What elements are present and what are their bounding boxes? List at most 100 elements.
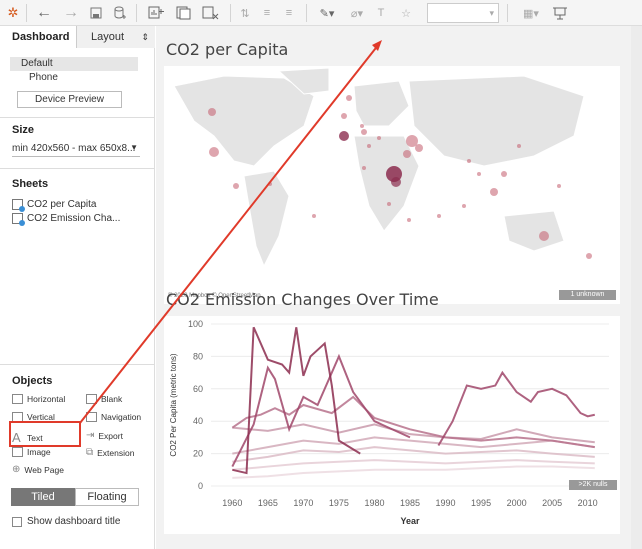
x-tick-label: 1980	[364, 498, 384, 508]
presentation-icon[interactable]	[549, 3, 571, 23]
object-label: Image	[27, 447, 51, 457]
label-icon[interactable]: T	[377, 7, 385, 19]
tableau-logo-icon[interactable]: ✲	[7, 5, 19, 20]
object-text[interactable]: A Text	[12, 430, 43, 445]
x-tick-label: 1990	[436, 498, 456, 508]
object-label: Web Page	[24, 464, 64, 475]
nulls-badge[interactable]: >2K nulls	[569, 480, 617, 490]
duplicate-icon[interactable]	[171, 3, 197, 23]
series-line	[437, 370, 596, 447]
navigation-icon	[86, 412, 97, 422]
add-datasource-icon[interactable]	[110, 3, 130, 23]
map-attribution: © 2020 Mapbox © OpenStreetMap	[168, 293, 261, 299]
dashboard-canvas: CO2 per Capita	[156, 26, 642, 549]
co2-line-chart[interactable]: 0 20 40 60 80 100 1960 1965 1970 1975 1980 1985 1990…	[164, 316, 620, 534]
sheet-item[interactable]: CO2 per Capita	[12, 199, 97, 212]
object-web-page[interactable]: ⊕ Web Page	[12, 464, 64, 475]
worksheet-icon	[12, 199, 25, 212]
north-america-shape	[173, 75, 315, 167]
worksheet-icon	[12, 213, 25, 226]
object-label: Horizontal	[27, 394, 66, 404]
sheet-label: CO2 per Capita	[27, 199, 97, 210]
dashboard-sidebar: Dashboard Layout ⇕ Default Phone Device …	[0, 26, 155, 549]
series-line	[232, 446, 595, 463]
x-tick-label: 2000	[507, 498, 527, 508]
show-me-icon[interactable]: ▦▾	[523, 7, 539, 20]
series-line	[231, 395, 595, 449]
tab-dashboard[interactable]: Dashboard	[0, 26, 76, 48]
toolbar-separator	[26, 4, 27, 22]
object-label: Vertical	[27, 412, 55, 422]
size-heading: Size	[12, 124, 35, 136]
object-navigation[interactable]: Navigation	[86, 412, 141, 422]
toolbar-separator	[507, 4, 508, 22]
sheets-heading: Sheets	[12, 178, 49, 190]
y-tick-label: 0	[198, 481, 203, 491]
show-title-checkbox[interactable]: Show dashboard title	[12, 516, 120, 527]
sheet-item[interactable]: CO2 Emission Cha...	[12, 213, 121, 226]
object-label: Navigation	[101, 412, 142, 422]
x-tick-label: 2005	[542, 498, 562, 508]
object-label: Text	[27, 432, 43, 443]
object-label: Blank	[101, 394, 123, 404]
sheet-label: CO2 Emission Cha...	[27, 213, 121, 224]
x-tick-label: 1960	[222, 498, 242, 508]
toolbar: ✲ ← → ⇅ ≡ ≡ ✎▾ ⌀▾ T ☆ ▾ ▦▾	[0, 0, 642, 26]
sort-asc-icon[interactable]: ≡	[263, 7, 271, 19]
save-icon[interactable]	[86, 3, 106, 23]
object-export[interactable]: ⇥ Export	[86, 430, 123, 441]
fit-dropdown[interactable]: ▾	[427, 3, 499, 23]
x-tick-label: 1965	[258, 498, 278, 508]
y-tick-label: 20	[193, 449, 203, 459]
swap-icon[interactable]: ⇅	[240, 7, 250, 20]
objects-heading: Objects	[12, 375, 53, 387]
clear-icon[interactable]	[197, 3, 225, 23]
y-tick-label: 80	[193, 351, 203, 361]
device-preview-button[interactable]: Device Preview	[17, 91, 122, 108]
image-icon	[12, 447, 23, 457]
unknown-badge[interactable]: 1 unknown	[559, 290, 616, 300]
y-tick-label: 40	[193, 416, 203, 426]
floating-button[interactable]: Floating	[75, 488, 139, 506]
toolbar-separator	[136, 4, 137, 22]
object-blank[interactable]: Blank	[86, 394, 122, 404]
vertical-scrollbar[interactable]	[631, 26, 642, 549]
series-line	[232, 459, 595, 471]
series-line	[231, 353, 411, 468]
back-arrow-icon[interactable]: ←	[36, 4, 52, 21]
object-image[interactable]: Image	[12, 447, 51, 457]
tab-layout-label: Layout	[91, 31, 125, 43]
highlight-icon[interactable]: ✎▾	[319, 7, 335, 20]
tab-layout[interactable]: Layout ⇕	[76, 26, 155, 48]
forward-arrow-icon[interactable]: →	[63, 4, 79, 21]
text-object-highlight	[9, 421, 81, 447]
device-default[interactable]: Default	[10, 57, 138, 71]
divider	[0, 364, 155, 365]
export-icon: ⇥	[86, 430, 95, 441]
y-tick-label: 60	[193, 384, 203, 394]
map-title: CO2 per Capita	[166, 40, 289, 59]
object-label: Export	[98, 430, 123, 441]
co2-map[interactable]: © 2020 Mapbox © OpenStreetMap 1 unknown	[164, 66, 620, 304]
y-tick-label: 100	[188, 319, 203, 329]
object-horizontal[interactable]: Horizontal	[12, 394, 65, 404]
device-phone[interactable]: Phone	[29, 72, 58, 83]
new-worksheet-icon[interactable]	[143, 3, 169, 23]
size-dropdown[interactable]: min 420x560 - max 650x8... ▼	[12, 143, 140, 157]
object-extension[interactable]: ⧉ Extension	[86, 447, 134, 458]
tiled-button[interactable]: Tiled	[11, 488, 75, 506]
europe-shape	[353, 80, 410, 127]
sort-desc-icon[interactable]: ≡	[285, 7, 293, 19]
horizontal-icon	[12, 394, 23, 404]
pin-icon[interactable]: ☆	[401, 7, 411, 20]
group-icon[interactable]: ⌀▾	[350, 7, 364, 20]
object-label: Extension	[97, 447, 135, 458]
x-tick-label: 1975	[329, 498, 349, 508]
series-line	[232, 465, 595, 479]
x-tick-label: 1970	[293, 498, 313, 508]
tab-arrows-icon: ⇕	[141, 32, 149, 42]
x-tick-label: 2010	[578, 498, 598, 508]
divider	[0, 117, 155, 118]
x-axis-label: Year	[400, 516, 420, 526]
